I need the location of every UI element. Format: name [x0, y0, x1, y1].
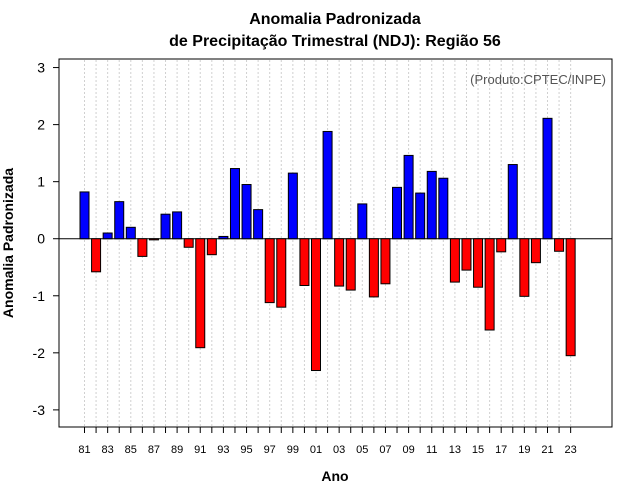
- x-tick-label-03: 03: [333, 444, 345, 456]
- x-tick-label-89: 89: [171, 444, 183, 456]
- bar-99: [287, 172, 298, 240]
- bar-20: [530, 238, 541, 264]
- bar-94: [229, 168, 240, 240]
- x-tick-label-83: 83: [102, 444, 114, 456]
- product-credit: (Produto:CPTEC/INPE): [470, 72, 606, 87]
- bar-87: [148, 238, 159, 241]
- x-tick-label-99: 99: [287, 444, 299, 456]
- bar-07: [380, 238, 391, 285]
- bar-18: [507, 164, 518, 240]
- y-axis: -3 -2 -1 0 1 2 3: [33, 60, 59, 418]
- y-tick-label--3: -3: [33, 402, 46, 418]
- bar-10: [415, 192, 426, 240]
- bar-81: [79, 191, 90, 240]
- x-tick-label-13: 13: [449, 444, 461, 456]
- x-tick-label-01: 01: [310, 444, 322, 456]
- x-tick-label-93: 93: [217, 444, 229, 456]
- bar-97: [264, 238, 275, 304]
- bar-95: [241, 184, 252, 240]
- bar-09: [403, 154, 414, 240]
- x-tick-label-05: 05: [356, 444, 368, 456]
- bars: [79, 117, 576, 372]
- bar-82: [91, 238, 102, 273]
- y-tick-label-3: 3: [37, 60, 45, 76]
- bar-91: [195, 238, 206, 349]
- y-tick-label-2: 2: [37, 117, 45, 133]
- bar-08: [392, 186, 403, 240]
- bar-21: [542, 117, 553, 240]
- y-tick-label-0: 0: [37, 231, 45, 247]
- bar-04: [345, 238, 356, 291]
- bar-11: [426, 170, 437, 240]
- x-tick-label-21: 21: [541, 444, 553, 456]
- x-tick-label-91: 91: [194, 444, 206, 456]
- x-axis: 81 83 85 87 89 91 93 95 97 99 01 03 05 07 09 11 13 15 17 19…: [78, 427, 577, 456]
- bar-88: [160, 213, 171, 240]
- x-tick-label-87: 87: [148, 444, 160, 456]
- bar-98: [276, 238, 287, 308]
- x-tick-label-19: 19: [518, 444, 530, 456]
- y-tick-label--2: -2: [33, 345, 46, 361]
- x-tick-label-97: 97: [264, 444, 276, 456]
- x-tick-label-95: 95: [240, 444, 252, 456]
- bar-23: [565, 238, 576, 357]
- bar-83: [102, 232, 113, 240]
- bar-93: [218, 235, 229, 240]
- bar-19: [519, 238, 530, 297]
- chart-title-line1: Anomalia Padronizada: [249, 11, 421, 28]
- bar-84: [114, 201, 125, 240]
- bar-89: [172, 211, 183, 240]
- bar-02: [322, 130, 333, 240]
- x-tick-label-07: 07: [379, 444, 391, 456]
- bar-96: [253, 209, 264, 240]
- bar-14: [461, 238, 472, 271]
- x-tick-label-85: 85: [125, 444, 137, 456]
- bar-01: [311, 238, 321, 372]
- bar-90: [183, 238, 194, 248]
- x-axis-title: Ano: [321, 468, 348, 484]
- x-tick-label-11: 11: [426, 444, 437, 456]
- bar-12: [438, 177, 449, 240]
- bar-06: [368, 238, 379, 298]
- bar-22: [554, 238, 565, 252]
- x-tick-label-09: 09: [402, 444, 414, 456]
- bar-86: [137, 238, 148, 257]
- bar-05: [357, 203, 368, 240]
- x-tick-label-81: 81: [78, 444, 90, 456]
- bar-85: [125, 226, 136, 240]
- y-tick-label-1: 1: [37, 174, 45, 190]
- bar-03: [334, 238, 345, 287]
- bar-17: [496, 238, 507, 253]
- x-tick-label-17: 17: [495, 444, 507, 456]
- chart-title-line2: de Precipitação Trimestral (NDJ): Região…: [169, 33, 501, 50]
- y-axis-title: Anomalia Padronizada: [0, 168, 16, 318]
- plot-frame: [58, 58, 613, 428]
- bar-15: [473, 238, 484, 288]
- bar-16: [484, 238, 495, 331]
- bar-13: [449, 238, 460, 283]
- x-tick-label-23: 23: [565, 444, 577, 456]
- bar-92: [206, 238, 217, 256]
- y-tick-label--1: -1: [33, 288, 46, 304]
- bar-00: [299, 238, 310, 287]
- x-tick-label-15: 15: [472, 444, 484, 456]
